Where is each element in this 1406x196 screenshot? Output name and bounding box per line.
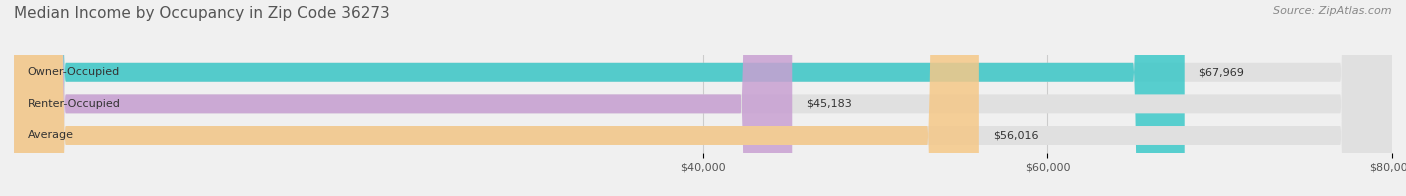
Text: Source: ZipAtlas.com: Source: ZipAtlas.com <box>1274 6 1392 16</box>
Text: $45,183: $45,183 <box>806 99 852 109</box>
FancyBboxPatch shape <box>14 0 1392 196</box>
Text: $67,969: $67,969 <box>1198 67 1244 77</box>
Text: Owner-Occupied: Owner-Occupied <box>28 67 120 77</box>
Text: Renter-Occupied: Renter-Occupied <box>28 99 121 109</box>
FancyBboxPatch shape <box>14 0 1392 196</box>
FancyBboxPatch shape <box>14 0 792 196</box>
Text: $56,016: $56,016 <box>993 131 1038 141</box>
FancyBboxPatch shape <box>14 0 1392 196</box>
FancyBboxPatch shape <box>14 0 1185 196</box>
Text: Average: Average <box>28 131 75 141</box>
Text: Median Income by Occupancy in Zip Code 36273: Median Income by Occupancy in Zip Code 3… <box>14 6 389 21</box>
FancyBboxPatch shape <box>14 0 979 196</box>
